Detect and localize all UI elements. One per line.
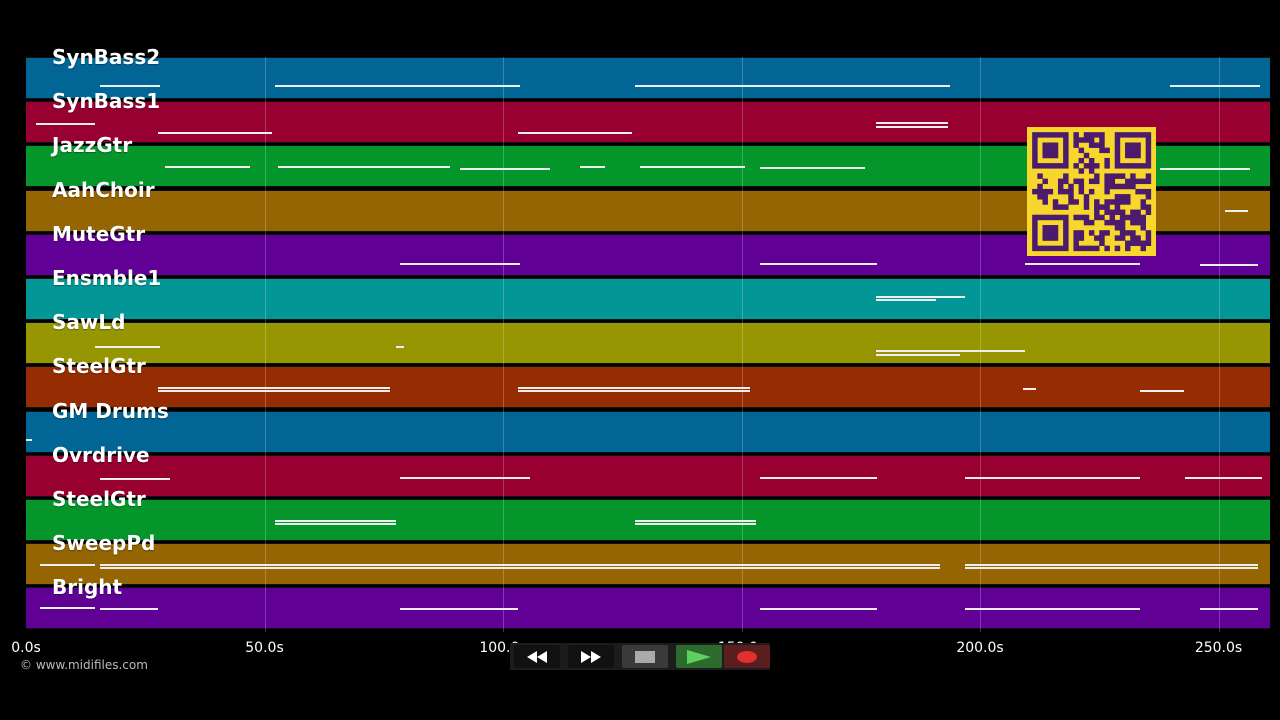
time-gridline (1218, 57, 1220, 632)
track-label: AahChoir (52, 177, 155, 202)
play-button[interactable] (676, 645, 722, 668)
track-label: Ovrdrive (52, 442, 150, 467)
track-row[interactable] (26, 57, 1270, 99)
track-label: SteelGtr (52, 487, 146, 511)
track-label: JazzGtr (52, 133, 133, 158)
track-label: SweepPd (52, 531, 156, 556)
play-icon (687, 649, 711, 664)
midi-note (275, 520, 396, 522)
track-label: GM Drums (52, 398, 169, 423)
midi-note (26, 438, 32, 441)
midi-note (1140, 390, 1184, 393)
time-gridline (980, 57, 981, 632)
midi-note (965, 476, 1140, 479)
midi-note (400, 262, 520, 265)
midi-note (100, 608, 158, 611)
midi-note (760, 476, 877, 479)
track-row[interactable] (26, 454, 1270, 497)
midi-note (876, 122, 948, 125)
midi-note (965, 608, 1140, 611)
midi-note (1185, 476, 1262, 479)
midi-note (518, 132, 632, 135)
track-label: SteelGtr (52, 354, 146, 379)
track-label: SynBass2 (52, 45, 161, 69)
track-label: SawLd (52, 310, 126, 335)
rewind-icon (527, 650, 547, 663)
fast-forward-button[interactable] (568, 645, 614, 668)
midi-note (635, 523, 756, 525)
stop-icon (635, 650, 655, 663)
midi-note (95, 346, 160, 349)
midi-note (278, 166, 450, 169)
midi-note (460, 168, 550, 171)
midi-note (518, 387, 750, 390)
track-label: MuteGtr (52, 221, 146, 246)
midi-note (100, 564, 940, 567)
record-icon (737, 650, 757, 663)
midi-note (760, 167, 865, 170)
midi-note (100, 477, 170, 480)
midi-note (400, 476, 530, 479)
track-label: Bright (52, 575, 123, 600)
midi-note (396, 346, 404, 349)
midi-note (275, 523, 396, 525)
time-gridline (503, 57, 504, 632)
midi-note (760, 608, 877, 611)
midi-note (1025, 262, 1140, 265)
track-label: SynBass1 (52, 89, 161, 114)
midi-note (1200, 263, 1258, 266)
time-tick-label: 50.0s (245, 640, 284, 656)
midi-note (876, 296, 965, 298)
copyright-notice: © www.midifiles.com (20, 658, 148, 672)
midi-note (760, 262, 877, 265)
midi-note (1160, 168, 1250, 171)
midi-note (876, 354, 960, 357)
midi-note (40, 607, 95, 610)
time-tick-label: 250.0s (1194, 640, 1243, 656)
track-row[interactable] (26, 278, 1270, 320)
midi-note (158, 387, 390, 390)
midi-note (965, 567, 1258, 570)
midi-note (100, 567, 940, 570)
midi-note (876, 126, 948, 129)
midi-note (158, 390, 390, 393)
midi-note (640, 166, 745, 169)
fast-forward-icon (581, 650, 601, 663)
midi-note (1200, 608, 1258, 611)
track-row[interactable] (26, 410, 1270, 453)
time-tick-label: 200.0s (956, 640, 1004, 656)
record-button[interactable] (724, 645, 770, 668)
rewind-button[interactable] (514, 645, 560, 668)
track-row[interactable] (26, 322, 1270, 365)
midi-note (275, 85, 520, 87)
transport-bar (510, 643, 770, 670)
time-gridline (741, 57, 743, 632)
midi-note (1023, 388, 1036, 391)
track-label: Ensmble1 (52, 266, 162, 290)
time-tick-label: 0.0s (11, 640, 41, 656)
midi-note (580, 166, 605, 169)
time-gridline (264, 57, 266, 632)
track-row[interactable] (26, 101, 1270, 144)
midi-note (36, 123, 95, 126)
midi-note (635, 85, 950, 87)
midi-note (165, 166, 250, 169)
midi-note (40, 564, 95, 567)
midi-note (1225, 209, 1248, 212)
midi-note (1170, 85, 1260, 87)
midi-note (876, 299, 936, 301)
midi-note (400, 608, 518, 611)
midi-note (518, 390, 750, 393)
midi-note (876, 350, 1025, 353)
qr-code (1027, 127, 1156, 256)
midi-note (100, 85, 160, 87)
midi-note (635, 520, 756, 522)
midi-note (965, 564, 1258, 567)
midi-note (158, 132, 272, 135)
stop-button[interactable] (622, 645, 668, 668)
